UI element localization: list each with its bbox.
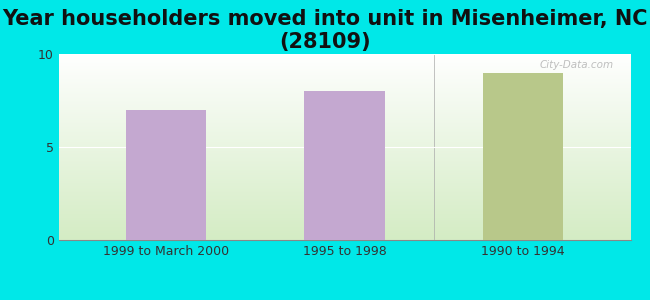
Bar (483, 73, 564, 240)
Text: Year householders moved into unit in Misenheimer, NC (28109): Year householders moved into unit in Mis… (2, 9, 648, 52)
Bar (125, 110, 206, 240)
Legend: White Non-Hispanic, Black: White Non-Hispanic, Black (206, 297, 483, 300)
Bar (304, 91, 385, 240)
Text: City-Data.com: City-Data.com (540, 60, 614, 70)
